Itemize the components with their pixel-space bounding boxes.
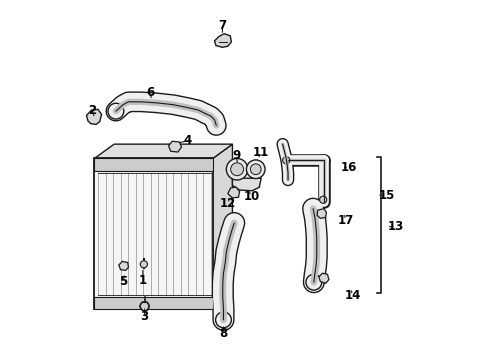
Text: 12: 12 — [220, 197, 236, 210]
Circle shape — [140, 302, 149, 311]
Text: 4: 4 — [183, 134, 192, 147]
Text: 7: 7 — [219, 19, 226, 32]
Polygon shape — [95, 297, 213, 309]
Text: 2: 2 — [89, 104, 97, 117]
Text: 9: 9 — [232, 149, 240, 162]
Circle shape — [319, 196, 327, 203]
Polygon shape — [119, 261, 128, 270]
Circle shape — [283, 157, 290, 164]
Circle shape — [246, 160, 265, 179]
Polygon shape — [169, 141, 181, 152]
Text: 17: 17 — [338, 214, 354, 227]
Polygon shape — [232, 178, 261, 191]
Text: 15: 15 — [378, 189, 395, 202]
Polygon shape — [215, 34, 231, 47]
Circle shape — [226, 158, 248, 180]
Polygon shape — [95, 158, 213, 171]
Circle shape — [250, 164, 261, 175]
Polygon shape — [95, 158, 213, 309]
Circle shape — [216, 312, 231, 328]
Polygon shape — [317, 209, 326, 219]
Text: 8: 8 — [220, 327, 228, 340]
Text: 5: 5 — [119, 275, 127, 288]
Circle shape — [231, 163, 244, 176]
Polygon shape — [87, 109, 101, 125]
Circle shape — [108, 103, 124, 119]
Text: 14: 14 — [344, 289, 361, 302]
Circle shape — [140, 261, 147, 268]
Text: 13: 13 — [388, 220, 404, 233]
Polygon shape — [213, 144, 232, 309]
Text: 16: 16 — [341, 161, 357, 174]
Polygon shape — [228, 187, 240, 198]
Text: 3: 3 — [141, 310, 148, 324]
Circle shape — [306, 274, 322, 290]
Text: 1: 1 — [139, 274, 147, 287]
Text: 10: 10 — [244, 190, 260, 203]
Text: 6: 6 — [146, 86, 154, 99]
Polygon shape — [95, 144, 232, 158]
Polygon shape — [319, 273, 329, 283]
Text: 11: 11 — [253, 145, 270, 158]
